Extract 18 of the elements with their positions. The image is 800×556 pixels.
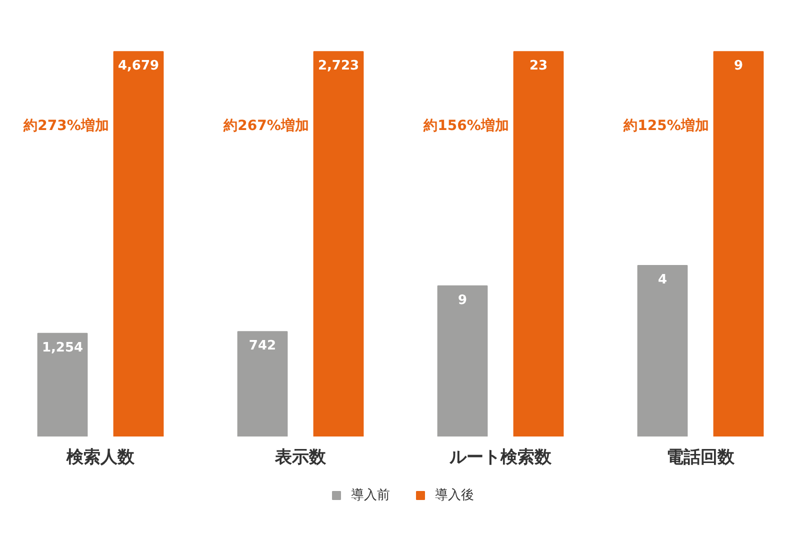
data-label: 1,254 bbox=[42, 340, 84, 356]
annotation: 約267%増加 bbox=[222, 117, 309, 134]
x-tick-label: 検索人数 bbox=[66, 448, 136, 468]
data-label: 9 bbox=[458, 292, 468, 308]
data-label: 23 bbox=[529, 58, 548, 74]
data-label: 9 bbox=[734, 58, 744, 74]
annotation: 約156%増加 bbox=[422, 117, 509, 134]
x-tick-label: 表示数 bbox=[274, 448, 327, 468]
annotation: 約125%増加 bbox=[622, 117, 709, 134]
data-label: 4,679 bbox=[118, 58, 160, 74]
annotation: 約273%増加 bbox=[22, 117, 109, 134]
data-label: 2,723 bbox=[318, 58, 360, 74]
data-label: 742 bbox=[248, 338, 276, 354]
legend-label: 導入前 bbox=[351, 487, 390, 504]
data-label: 4 bbox=[658, 272, 668, 288]
x-tick-label: 電話回数 bbox=[666, 448, 736, 468]
x-tick-label: ルート検索数 bbox=[448, 448, 552, 468]
legend-label: 導入後 bbox=[435, 487, 474, 504]
